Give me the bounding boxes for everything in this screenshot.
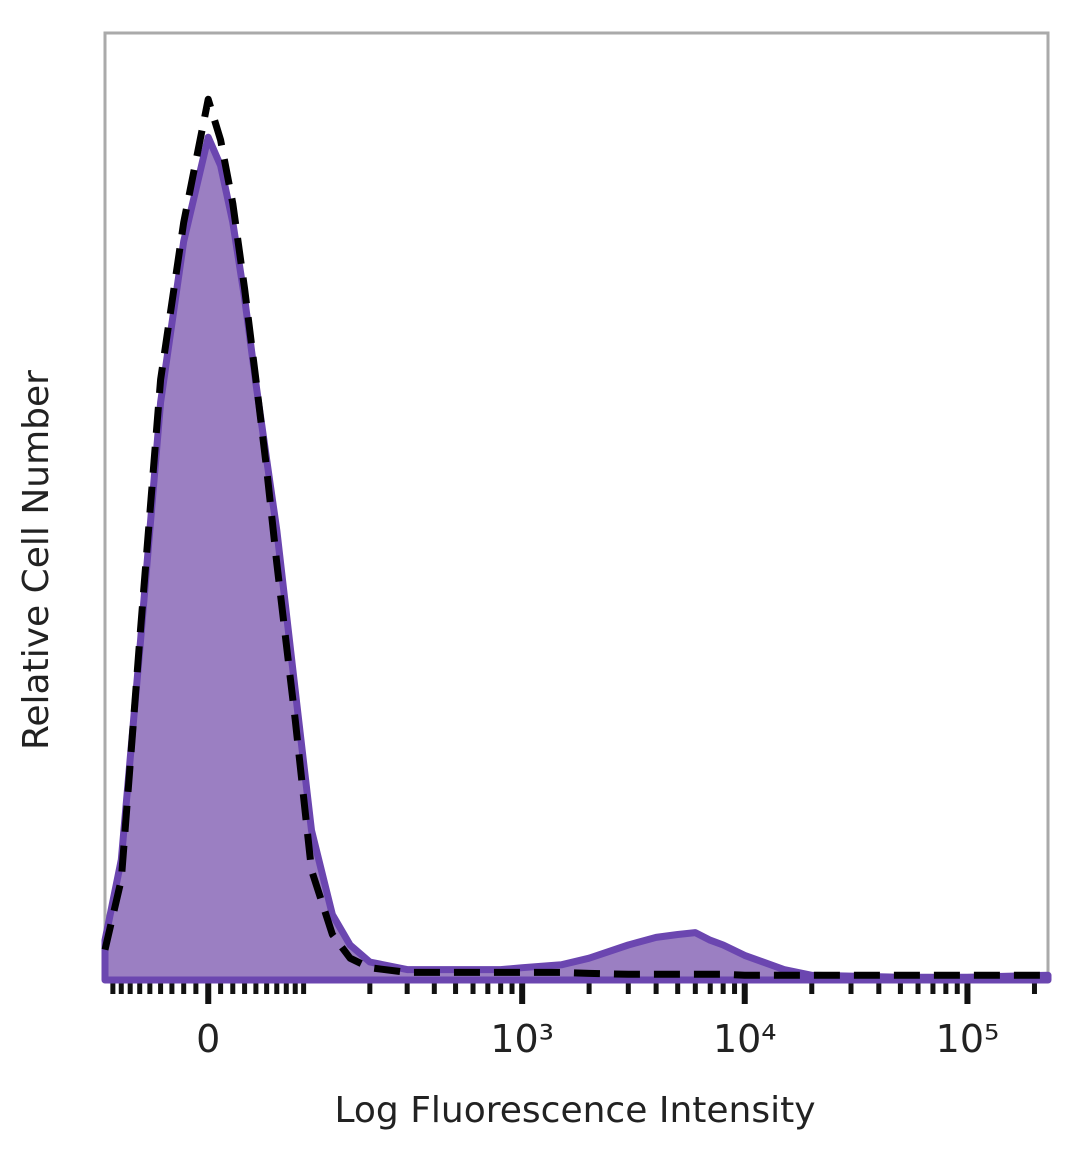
x-tick-label: 10⁵ [936, 1017, 1000, 1061]
x-axis-label: Log Fluorescence Intensity [334, 1090, 815, 1131]
x-tick-label: 10⁴ [713, 1017, 777, 1061]
histogram-line [101, 95, 1048, 979]
x-tick-label: 10³ [490, 1017, 554, 1061]
x-tick-label: 0 [196, 1017, 220, 1061]
y-axis-label: Relative Cell Number [16, 370, 57, 750]
